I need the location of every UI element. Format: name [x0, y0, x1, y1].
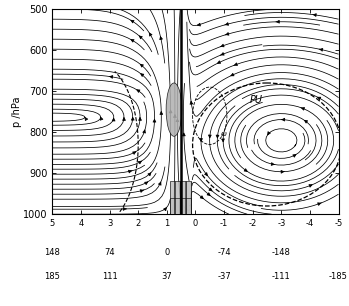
FancyArrowPatch shape: [225, 23, 229, 25]
FancyArrowPatch shape: [208, 135, 211, 138]
FancyArrowPatch shape: [139, 36, 142, 39]
FancyArrowPatch shape: [137, 90, 140, 92]
FancyArrowPatch shape: [220, 44, 224, 47]
FancyArrowPatch shape: [143, 130, 146, 133]
FancyArrowPatch shape: [205, 173, 207, 176]
Text: 74: 74: [104, 248, 115, 257]
Text: 37: 37: [162, 272, 172, 281]
Text: PU: PU: [250, 95, 263, 106]
Bar: [170, 181, 191, 214]
FancyArrowPatch shape: [209, 188, 212, 191]
FancyArrowPatch shape: [220, 53, 224, 55]
FancyArrowPatch shape: [217, 61, 221, 63]
FancyArrowPatch shape: [176, 119, 179, 122]
FancyArrowPatch shape: [233, 63, 237, 65]
FancyArrowPatch shape: [207, 193, 210, 196]
FancyArrowPatch shape: [319, 48, 323, 51]
FancyArrowPatch shape: [144, 182, 148, 185]
FancyArrowPatch shape: [268, 132, 270, 135]
FancyArrowPatch shape: [160, 37, 162, 40]
FancyArrowPatch shape: [271, 163, 275, 166]
Text: -74: -74: [217, 248, 231, 257]
FancyArrowPatch shape: [216, 135, 219, 138]
Text: 111: 111: [102, 272, 118, 281]
FancyArrowPatch shape: [200, 196, 203, 199]
FancyArrowPatch shape: [131, 39, 134, 42]
Text: -185: -185: [329, 272, 348, 281]
FancyArrowPatch shape: [85, 117, 88, 121]
FancyArrowPatch shape: [133, 152, 136, 154]
FancyArrowPatch shape: [153, 119, 156, 122]
FancyArrowPatch shape: [231, 73, 234, 76]
FancyArrowPatch shape: [131, 117, 134, 120]
Text: 0: 0: [164, 248, 170, 257]
FancyArrowPatch shape: [149, 33, 152, 36]
FancyArrowPatch shape: [131, 20, 134, 23]
FancyArrowPatch shape: [160, 112, 163, 114]
FancyArrowPatch shape: [281, 170, 284, 173]
FancyArrowPatch shape: [244, 169, 247, 171]
FancyArrowPatch shape: [141, 74, 144, 76]
FancyArrowPatch shape: [313, 14, 316, 17]
FancyArrowPatch shape: [122, 118, 125, 121]
FancyArrowPatch shape: [112, 118, 115, 121]
FancyArrowPatch shape: [225, 32, 229, 35]
FancyArrowPatch shape: [158, 182, 161, 185]
FancyArrowPatch shape: [318, 203, 321, 205]
FancyArrowPatch shape: [138, 161, 141, 164]
Y-axis label: p /hPa: p /hPa: [12, 96, 22, 127]
FancyArrowPatch shape: [128, 170, 132, 173]
Text: -37: -37: [217, 272, 231, 281]
Text: 185: 185: [44, 272, 60, 281]
FancyArrowPatch shape: [173, 115, 176, 118]
FancyArrowPatch shape: [200, 139, 202, 141]
FancyArrowPatch shape: [139, 118, 141, 120]
FancyArrowPatch shape: [140, 190, 144, 192]
FancyArrowPatch shape: [100, 117, 103, 120]
FancyArrowPatch shape: [109, 76, 113, 78]
FancyArrowPatch shape: [169, 110, 172, 113]
Text: -148: -148: [272, 248, 291, 257]
Text: 148: 148: [44, 248, 60, 257]
Text: -111: -111: [272, 272, 291, 281]
FancyArrowPatch shape: [293, 155, 296, 157]
FancyArrowPatch shape: [198, 23, 200, 26]
Bar: [170, 198, 191, 214]
FancyArrowPatch shape: [309, 185, 312, 187]
FancyArrowPatch shape: [123, 207, 127, 210]
FancyArrowPatch shape: [276, 21, 279, 23]
FancyArrowPatch shape: [190, 101, 193, 104]
FancyArrowPatch shape: [183, 133, 185, 136]
FancyArrowPatch shape: [140, 64, 143, 67]
FancyArrowPatch shape: [281, 118, 285, 121]
FancyArrowPatch shape: [164, 208, 166, 211]
FancyArrowPatch shape: [301, 107, 305, 110]
FancyArrowPatch shape: [148, 173, 151, 176]
Text: $\omega$: $\omega$: [220, 130, 228, 138]
FancyArrowPatch shape: [318, 97, 321, 100]
FancyArrowPatch shape: [222, 139, 224, 142]
FancyArrowPatch shape: [304, 120, 307, 123]
Ellipse shape: [166, 83, 182, 136]
